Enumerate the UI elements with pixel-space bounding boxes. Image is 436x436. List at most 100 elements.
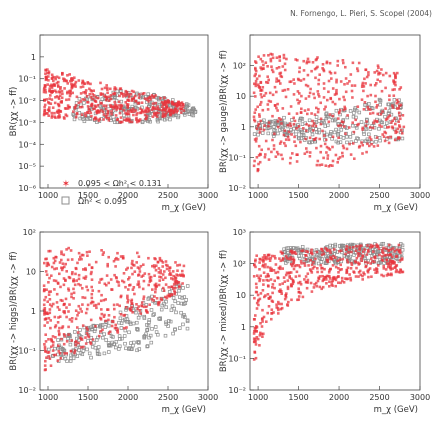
y-tick-label: 1 bbox=[31, 53, 36, 62]
point bbox=[275, 77, 278, 80]
point bbox=[396, 107, 399, 110]
point bbox=[363, 273, 366, 276]
point bbox=[167, 285, 170, 289]
point bbox=[144, 117, 148, 121]
point bbox=[296, 298, 299, 302]
point bbox=[105, 84, 108, 87]
point bbox=[289, 246, 293, 250]
point bbox=[277, 66, 281, 69]
point bbox=[79, 346, 83, 349]
point bbox=[310, 248, 313, 252]
point bbox=[44, 270, 48, 273]
point bbox=[313, 113, 317, 116]
point bbox=[367, 73, 370, 77]
point bbox=[330, 244, 335, 248]
point bbox=[323, 142, 327, 146]
point bbox=[341, 59, 345, 62]
point bbox=[387, 249, 391, 252]
point bbox=[94, 96, 98, 99]
point bbox=[95, 109, 98, 113]
point bbox=[316, 56, 319, 59]
point bbox=[301, 133, 306, 138]
point bbox=[356, 69, 360, 73]
point bbox=[182, 295, 187, 299]
point bbox=[123, 341, 127, 346]
point bbox=[329, 130, 333, 134]
point bbox=[100, 87, 104, 91]
point bbox=[99, 278, 102, 281]
point bbox=[121, 256, 125, 260]
point bbox=[256, 168, 260, 171]
point bbox=[322, 82, 326, 85]
point bbox=[154, 287, 157, 291]
point bbox=[298, 70, 301, 74]
point bbox=[61, 299, 64, 302]
point bbox=[390, 121, 393, 124]
point bbox=[81, 349, 86, 353]
point bbox=[254, 259, 257, 263]
point bbox=[373, 119, 376, 123]
point bbox=[46, 71, 49, 75]
point bbox=[395, 98, 399, 102]
point bbox=[164, 276, 167, 280]
point bbox=[332, 276, 335, 280]
point bbox=[391, 260, 395, 263]
point bbox=[280, 302, 283, 306]
point bbox=[45, 77, 48, 81]
point bbox=[58, 94, 62, 97]
point bbox=[399, 86, 403, 89]
point bbox=[253, 138, 257, 141]
point bbox=[321, 67, 324, 70]
point bbox=[319, 144, 323, 148]
point bbox=[66, 336, 70, 341]
point bbox=[99, 81, 102, 85]
point bbox=[155, 284, 158, 288]
point bbox=[252, 132, 257, 136]
point bbox=[331, 114, 335, 118]
point bbox=[266, 131, 271, 136]
point bbox=[107, 332, 111, 335]
point bbox=[272, 128, 276, 132]
point bbox=[389, 248, 393, 251]
point bbox=[307, 124, 311, 127]
point bbox=[159, 276, 163, 279]
point bbox=[269, 100, 273, 103]
point bbox=[174, 261, 177, 264]
point bbox=[253, 82, 256, 86]
point bbox=[281, 89, 285, 92]
point bbox=[136, 111, 139, 115]
point bbox=[135, 113, 138, 116]
point bbox=[382, 261, 386, 265]
point bbox=[168, 117, 172, 122]
point bbox=[360, 259, 363, 262]
point bbox=[52, 341, 55, 344]
point bbox=[279, 82, 282, 85]
point bbox=[117, 281, 120, 284]
point bbox=[182, 109, 186, 112]
point bbox=[75, 95, 79, 99]
point bbox=[173, 328, 177, 332]
point bbox=[311, 124, 314, 128]
point bbox=[400, 270, 404, 274]
point bbox=[160, 101, 164, 104]
point bbox=[282, 53, 286, 57]
point bbox=[93, 107, 97, 110]
point bbox=[154, 94, 157, 97]
point bbox=[264, 153, 267, 156]
point bbox=[325, 151, 328, 154]
point bbox=[126, 301, 129, 304]
point bbox=[159, 271, 163, 275]
point bbox=[276, 276, 279, 279]
point bbox=[68, 94, 72, 98]
point bbox=[115, 256, 118, 260]
point bbox=[106, 86, 109, 90]
point bbox=[399, 103, 403, 107]
point bbox=[400, 129, 403, 132]
point bbox=[84, 277, 87, 280]
point bbox=[54, 255, 57, 259]
point bbox=[103, 325, 107, 329]
point bbox=[336, 59, 340, 63]
point bbox=[279, 250, 283, 254]
point bbox=[384, 71, 388, 75]
point bbox=[252, 115, 256, 119]
